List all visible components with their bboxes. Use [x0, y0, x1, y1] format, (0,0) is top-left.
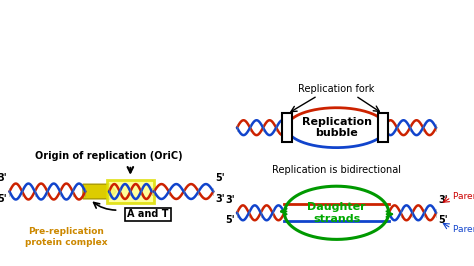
Bar	[282, 113, 292, 142]
Text: 3': 3'	[216, 194, 225, 204]
Text: Origin of replication (OriC): Origin of replication (OriC)	[35, 151, 183, 161]
Text: 5': 5'	[225, 215, 235, 225]
Text: 5': 5'	[216, 173, 225, 184]
Text: A and T: A and T	[127, 209, 169, 219]
Text: Pre-replication
protein complex: Pre-replication protein complex	[25, 227, 108, 247]
FancyBboxPatch shape	[125, 208, 171, 221]
Text: Initiation of DNA Replication: Initiation of DNA Replication	[58, 14, 416, 34]
Ellipse shape	[287, 108, 386, 148]
Text: 5': 5'	[438, 215, 448, 225]
Text: Replication is bidirectional: Replication is bidirectional	[272, 165, 401, 175]
Text: Daughter
strands: Daughter strands	[307, 202, 366, 224]
Text: Parent strand: Parent strand	[453, 192, 474, 201]
Text: Replication
bubble: Replication bubble	[301, 117, 372, 139]
Text: 3': 3'	[0, 173, 7, 184]
Text: Parent strand: Parent strand	[453, 225, 474, 234]
Text: 5': 5'	[0, 194, 7, 204]
Text: 3': 3'	[225, 195, 235, 205]
FancyArrow shape	[83, 184, 116, 200]
Text: 3': 3'	[438, 195, 448, 205]
Bar	[107, 180, 154, 203]
Bar	[378, 113, 388, 142]
Text: Replication fork: Replication fork	[298, 84, 375, 94]
